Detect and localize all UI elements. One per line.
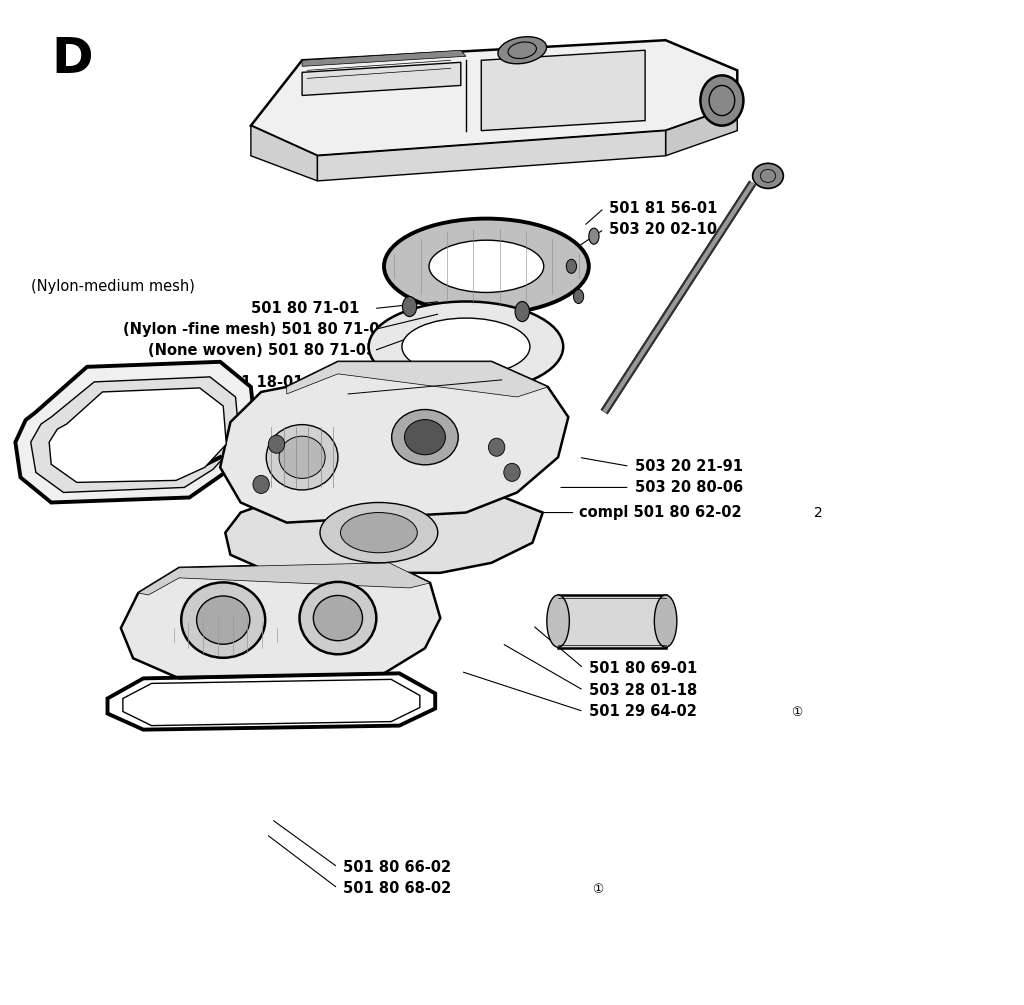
Text: 503 20 02-10: 503 20 02-10 [609,222,718,236]
Ellipse shape [313,595,362,641]
Ellipse shape [401,318,530,375]
Ellipse shape [268,435,285,453]
Text: 501 81 56-01: 501 81 56-01 [609,201,718,215]
Polygon shape [558,595,666,648]
Ellipse shape [266,424,338,489]
Ellipse shape [566,259,577,273]
Text: D: D [51,35,93,83]
Ellipse shape [384,219,589,314]
Text: (Nylon-medium mesh): (Nylon-medium mesh) [31,279,195,293]
Polygon shape [251,126,317,181]
Polygon shape [138,563,430,595]
Ellipse shape [700,75,743,126]
Ellipse shape [197,596,250,644]
Text: 501 81 18-01: 501 81 18-01 [195,376,303,390]
Ellipse shape [429,240,544,292]
Text: 501 80 69-01: 501 80 69-01 [589,661,697,675]
Text: 501 80 71-01: 501 80 71-01 [251,302,359,316]
Polygon shape [302,50,466,66]
Ellipse shape [402,296,417,317]
Text: 2: 2 [814,506,823,520]
Polygon shape [49,388,226,482]
Ellipse shape [319,502,438,563]
Ellipse shape [253,475,269,493]
Polygon shape [302,62,461,95]
Text: (None woven) 501 80 71-05: (None woven) 501 80 71-05 [148,344,377,358]
Polygon shape [123,679,420,726]
Ellipse shape [279,436,326,478]
Ellipse shape [488,438,505,456]
Ellipse shape [504,463,520,481]
Ellipse shape [547,595,569,647]
Ellipse shape [300,582,377,654]
Ellipse shape [404,420,445,454]
Text: 501 80 66-02: 501 80 66-02 [343,860,452,874]
Text: (Nylon -fine mesh) 501 80 71-06: (Nylon -fine mesh) 501 80 71-06 [123,323,389,337]
Ellipse shape [340,513,418,553]
Polygon shape [15,362,256,502]
Ellipse shape [181,582,265,657]
Text: 503 20 80-06: 503 20 80-06 [635,480,743,494]
Polygon shape [251,40,737,156]
Text: 503 20 21-91: 503 20 21-91 [635,459,742,473]
Polygon shape [666,106,737,156]
Text: ①: ① [792,707,803,719]
Ellipse shape [753,164,783,189]
Ellipse shape [391,410,459,464]
Ellipse shape [515,302,529,322]
Text: 503 28 01-18: 503 28 01-18 [589,683,697,697]
Polygon shape [481,50,645,131]
Text: ①: ① [592,883,603,895]
Polygon shape [220,362,568,523]
Ellipse shape [498,37,547,63]
Polygon shape [31,377,240,492]
Ellipse shape [369,302,563,392]
Text: 501 29 64-02: 501 29 64-02 [589,705,696,719]
Ellipse shape [589,228,599,244]
Polygon shape [225,492,543,573]
Polygon shape [121,563,440,678]
Text: 501 80 68-02: 501 80 68-02 [343,881,452,895]
Ellipse shape [573,289,584,304]
Ellipse shape [654,595,677,647]
Polygon shape [317,131,666,181]
Text: compl 501 80 62-02: compl 501 80 62-02 [579,506,741,520]
Polygon shape [287,362,548,397]
